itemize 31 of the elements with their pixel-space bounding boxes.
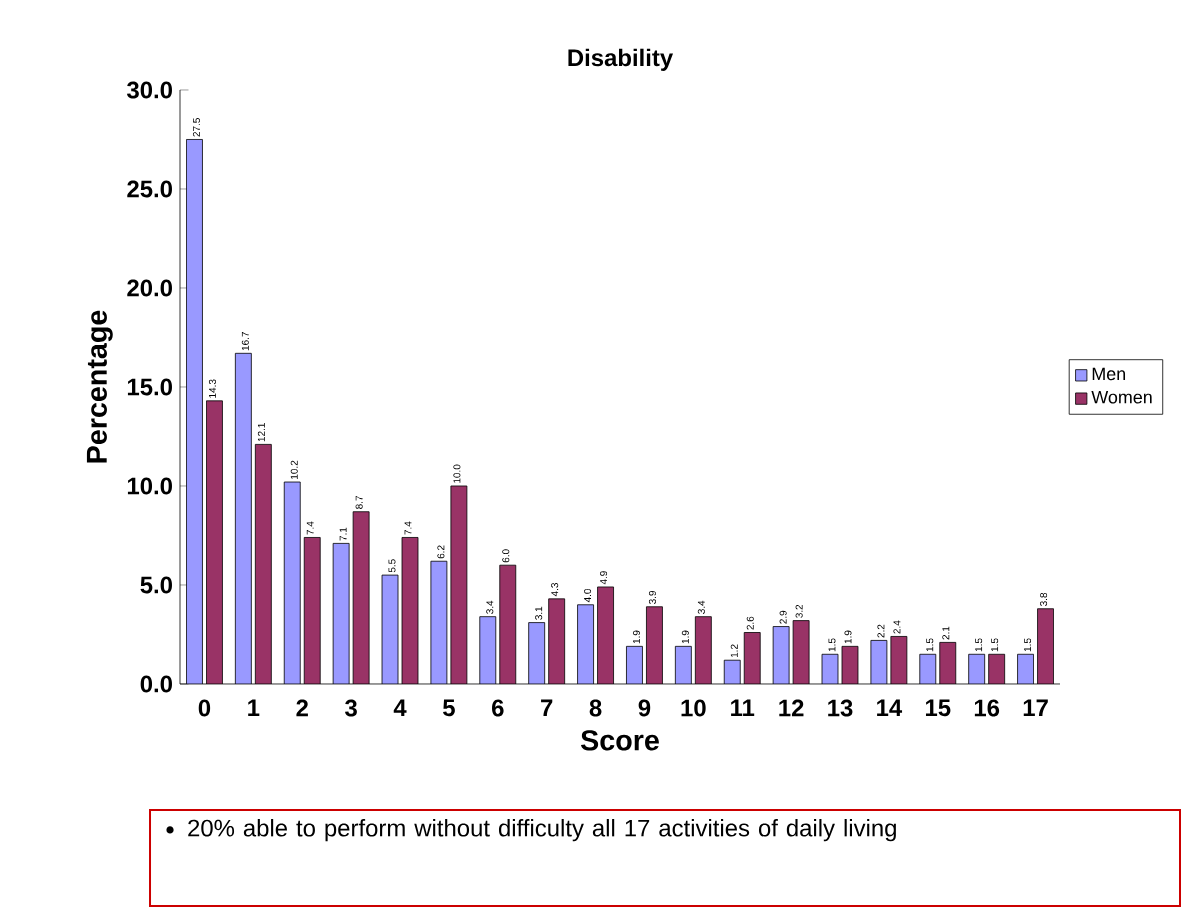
- y-tick-label: 5.0: [140, 576, 172, 594]
- text: 20% able to perform without difficulty all 17 activities of daily living: [188, 819, 896, 842]
- x-tick-label: 14: [877, 699, 903, 716]
- x-tick-label: 4: [393, 699, 407, 716]
- y-tick-label: 0.0: [140, 675, 172, 693]
- x-tick-label: 9: [638, 699, 651, 717]
- x-tick-label: 11: [731, 699, 755, 716]
- x-tick-label: 2: [296, 699, 308, 717]
- legend-label: Men: [1092, 367, 1126, 381]
- y-tick-label: 25.0: [127, 180, 172, 198]
- x-tick-label: 10: [681, 699, 706, 717]
- x-tick-label: 5: [443, 699, 455, 717]
- x-tick-label: 0: [198, 699, 211, 717]
- x-tick-label: 15: [925, 699, 951, 717]
- x-tick-label: 7: [541, 699, 553, 716]
- y-tick-label: 20.0: [127, 279, 172, 297]
- y-tick-label: 10.0: [127, 477, 172, 495]
- x-tick-label: 16: [974, 699, 1000, 717]
- x-tick-label: 3: [345, 699, 357, 717]
- x-tick-label: 6: [492, 699, 504, 717]
- x-axis-title: Score: [580, 730, 659, 751]
- y-tick-label: 30.0: [127, 81, 172, 99]
- x-tick-label: 17: [1023, 699, 1048, 716]
- y-tick-label: 15.0: [127, 378, 172, 396]
- y-axis-title: Percentage: [86, 310, 113, 463]
- chart-title: Disability: [568, 48, 674, 71]
- x-tick-label: 8: [589, 699, 602, 717]
- legend-label: Women: [1091, 390, 1152, 404]
- x-tick-label: 12: [779, 699, 804, 717]
- x-tick-label: 1: [248, 699, 260, 716]
- x-tick-label: 13: [828, 699, 853, 717]
